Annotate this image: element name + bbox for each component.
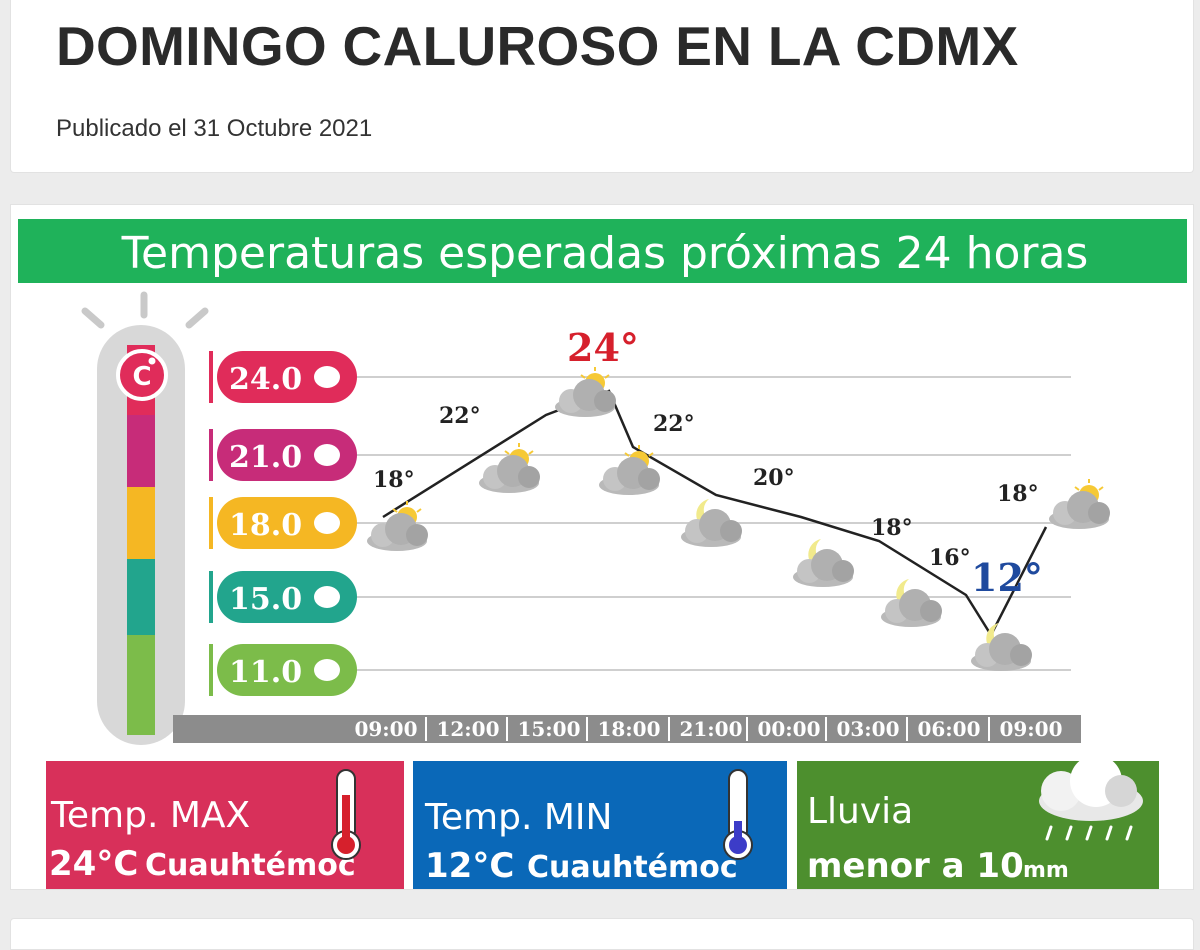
- temp-max-place: Cuauhtémoc: [145, 848, 356, 883]
- article-title: DOMINGO CALUROSO EN LA CDMX: [56, 15, 1019, 77]
- temperature-label: 24°: [567, 325, 639, 370]
- moon-cloud-icon: [793, 539, 854, 587]
- scale-pill: 11.0: [209, 644, 357, 696]
- temp-max-label: Temp. MAX: [50, 795, 250, 836]
- time-label: 09:00: [999, 717, 1062, 741]
- temperature-label: 16°: [929, 545, 971, 571]
- temp-min-value: 12°C: [425, 846, 514, 886]
- scale-pill: 24.0: [209, 351, 357, 403]
- rain-card: Lluvia menor a 10 mm: [797, 755, 1159, 889]
- temp-min-place: Cuauhtémoc: [527, 850, 738, 885]
- thermometer-icon: C: [81, 291, 209, 745]
- scale-label: 21.0: [229, 440, 302, 475]
- temperature-label: 18°: [997, 481, 1039, 507]
- time-label: 06:00: [917, 717, 980, 741]
- time-axis-labels: 09:00 12:00 15:00 18:00 21:00 00:00 03:00 06:00…: [354, 717, 1063, 741]
- rain-label: Lluvia: [807, 791, 913, 832]
- sun-cloud-icon: [1049, 479, 1110, 529]
- temperature-label: 22°: [439, 403, 481, 429]
- scale-pill: 15.0: [209, 571, 357, 623]
- moon-cloud-icon: [971, 623, 1032, 671]
- scale-label: 11.0: [229, 655, 302, 690]
- temperature-label: 18°: [871, 515, 913, 541]
- time-label: 03:00: [836, 717, 899, 741]
- scale-label: 24.0: [229, 362, 302, 397]
- sun-cloud-icon: [599, 445, 660, 495]
- infographic-banner: Temperaturas esperadas próximas 24 horas: [121, 228, 1089, 279]
- sun-cloud-icon: [555, 367, 616, 417]
- thermometer-hot-icon: [331, 769, 361, 860]
- scale-label: 15.0: [229, 582, 302, 617]
- time-label: 15:00: [517, 717, 580, 741]
- moon-cloud-icon: [681, 499, 742, 547]
- time-axis-bar: [173, 715, 1081, 743]
- temp-max-value: 24°C: [49, 844, 138, 884]
- time-label: 12:00: [436, 717, 499, 741]
- scale-pill: 18.0: [209, 497, 357, 549]
- banner-background: [18, 219, 1187, 283]
- celsius-symbol: C: [132, 362, 151, 392]
- scale-pill: 21.0: [209, 429, 357, 481]
- article-header-card: DOMINGO CALUROSO EN LA CDMX Publicado el…: [10, 0, 1194, 173]
- publish-date: Publicado el 31 Octubre 2021: [56, 115, 373, 142]
- time-label: 21:00: [679, 717, 742, 741]
- temp-min-label: Temp. MIN: [424, 797, 612, 838]
- next-article-card: [10, 918, 1194, 950]
- temperature-label: 18°: [373, 467, 415, 493]
- gridlines: [351, 376, 1071, 671]
- time-label: 18:00: [597, 717, 660, 741]
- time-label: 00:00: [757, 717, 820, 741]
- moon-cloud-icon: [881, 579, 942, 627]
- rain-unit: mm: [1023, 858, 1069, 883]
- temp-max-card: Temp. MAX 24°C Cuauhtémoc: [46, 761, 404, 889]
- article-image-card: Temperaturas esperadas próximas 24 horas…: [10, 204, 1194, 890]
- rain-cloud-icon: [1039, 755, 1143, 841]
- scale-label: 18.0: [229, 508, 302, 543]
- temperature-label: 12°: [971, 555, 1043, 600]
- temperature-points: 18° 22° 24° 22° 20° 18° 16° 12° 18°: [367, 325, 1110, 671]
- temperature-infographic: Temperaturas esperadas próximas 24 horas…: [18, 219, 1187, 889]
- temperature-label: 20°: [753, 465, 795, 491]
- time-label: 09:00: [354, 717, 417, 741]
- temp-min-card: Temp. MIN 12°C Cuauhtémoc: [413, 761, 787, 889]
- temperature-label: 22°: [653, 411, 695, 437]
- rain-value: menor a 10: [807, 846, 1024, 886]
- thermometer-cold-icon: [723, 769, 753, 860]
- temperature-scale: 24.0 21.0 18.0 15.0 11.0: [209, 351, 357, 696]
